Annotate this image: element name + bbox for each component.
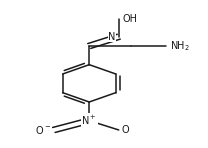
Text: O$^-$: O$^-$ bbox=[35, 124, 51, 136]
Text: N: N bbox=[108, 32, 116, 42]
Text: N$^+$: N$^+$ bbox=[82, 114, 97, 127]
Text: NH$_2$: NH$_2$ bbox=[170, 39, 190, 53]
Text: O: O bbox=[121, 125, 129, 135]
Text: OH: OH bbox=[123, 14, 137, 24]
